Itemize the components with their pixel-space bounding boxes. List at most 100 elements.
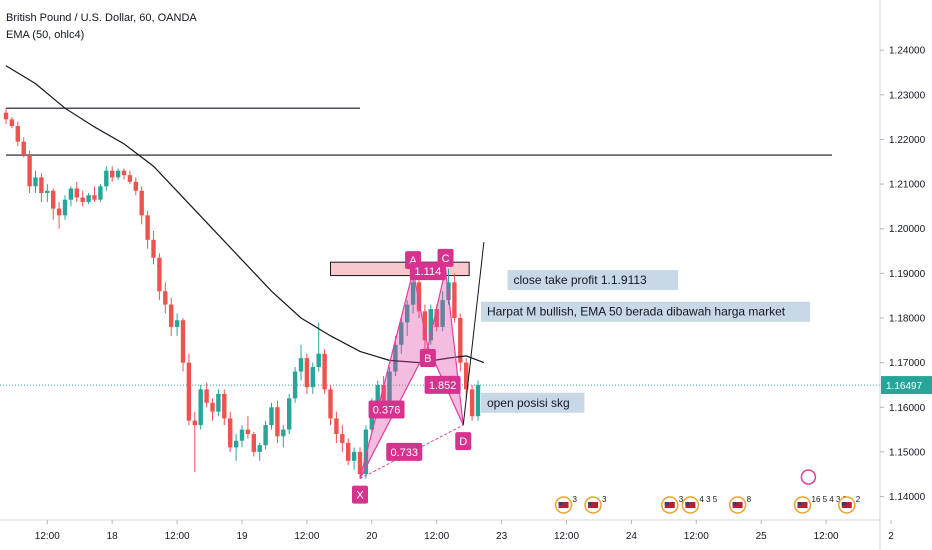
y-tick-label: 1.17000 xyxy=(889,358,926,369)
y-tick-label: 1.21000 xyxy=(889,180,926,191)
y-tick-label: 1.16000 xyxy=(889,403,926,414)
note-box xyxy=(480,392,585,413)
x-tick-label: 12:00 xyxy=(684,531,709,542)
candle-body xyxy=(51,190,56,209)
y-tick-label: 1.19000 xyxy=(889,269,926,280)
candle-body xyxy=(292,371,298,399)
projection-line xyxy=(462,242,485,426)
note-text: Harpat M bullish, EMA 50 berada dibawah … xyxy=(487,305,786,319)
ratio-label: 0.376 xyxy=(373,404,401,416)
harmonic-pattern: X A B C D 0.376 0.733 1.852 1.114 xyxy=(352,242,485,504)
pattern-point-badge xyxy=(455,432,472,451)
candle-body xyxy=(387,371,392,403)
candle-body xyxy=(233,440,239,448)
pattern-triangle-bcd xyxy=(427,268,464,426)
x-tick-label: 20 xyxy=(366,531,378,542)
candle-body xyxy=(21,141,26,156)
candle-body xyxy=(98,186,103,200)
candle-body xyxy=(298,358,304,372)
event-count-label: 8 xyxy=(747,495,752,504)
candle-body xyxy=(9,119,15,127)
candle-body xyxy=(115,170,121,178)
candle-body xyxy=(464,362,469,390)
x-tick-label: 25 xyxy=(756,531,768,542)
candle-body xyxy=(133,181,138,191)
ratio-label: 0.733 xyxy=(390,447,418,459)
candles xyxy=(3,108,481,479)
event-count-label: 2 xyxy=(856,495,861,504)
candle-body xyxy=(228,418,233,448)
candle-body xyxy=(239,429,245,441)
pattern-point-label: D xyxy=(459,436,467,448)
candle-body xyxy=(428,309,433,341)
candle-body xyxy=(351,451,357,461)
events: 3 3 3 4 3 5 8 16 5 4 3 2 2 xyxy=(554,469,861,514)
pattern-point-label: B xyxy=(424,353,431,365)
flag-stripe-icon xyxy=(797,502,808,508)
y-tick-label: 1.24000 xyxy=(889,46,926,57)
y-tick-label: 1.20000 xyxy=(889,224,926,235)
note-text: open posisi skg xyxy=(487,396,570,410)
candle-body xyxy=(458,317,463,363)
x-tick-label: 23 xyxy=(496,531,508,542)
candle-body xyxy=(334,418,339,435)
candle-body xyxy=(257,445,262,452)
candle-body xyxy=(269,407,274,426)
ratio-label: 1.114 xyxy=(414,266,441,278)
y-tick-label: 1.14000 xyxy=(889,492,926,503)
chart-title: British Pound / U.S. Dollar, 60, OANDA xyxy=(6,12,197,24)
notes: close take profit 1.1.9113 Harpat M bulli… xyxy=(480,270,811,413)
candle-body xyxy=(452,282,457,318)
candle-body xyxy=(328,389,333,419)
candle-body xyxy=(92,195,97,200)
candle-body xyxy=(163,291,168,305)
candle-body xyxy=(186,362,192,421)
candle-body xyxy=(416,282,422,312)
candle-body xyxy=(440,300,445,327)
flag-canton-icon xyxy=(685,502,690,505)
uk-event-flag-icon xyxy=(800,469,817,485)
candle-body xyxy=(363,429,369,475)
event-count-label: 16 5 4 3 2 xyxy=(812,495,848,504)
y-tick-label: 1.15000 xyxy=(889,447,926,458)
candle-body xyxy=(56,208,62,216)
x-tick-label: 12:00 xyxy=(424,531,449,542)
x-tick-label: 12:00 xyxy=(814,531,839,542)
event-count-label: 3 xyxy=(573,495,578,504)
candle-body xyxy=(74,188,79,198)
indicator-label: EMA (50, ohlc4) xyxy=(6,29,84,41)
flag-stripe-icon xyxy=(558,502,569,508)
candle-body xyxy=(145,215,150,240)
candle-body xyxy=(127,175,133,182)
event-count-label: 3 xyxy=(679,495,684,504)
candle-body xyxy=(251,434,256,452)
candle-body xyxy=(121,170,127,176)
ratio-badge xyxy=(386,442,423,461)
flag-canton-icon xyxy=(664,502,669,505)
candle-body xyxy=(210,402,215,412)
candle-body xyxy=(381,384,386,403)
x-tick-label: 12:00 xyxy=(554,531,579,542)
y-tick-label: 1.22000 xyxy=(889,135,926,146)
pattern-ratio-line-xd xyxy=(359,424,464,480)
event-count-label: 4 3 5 xyxy=(699,495,717,504)
x-tick-label: 2 xyxy=(888,531,894,542)
ratio-badge xyxy=(424,375,461,394)
candle-body xyxy=(15,126,20,142)
candle-body xyxy=(39,177,44,194)
flag-stripe-icon xyxy=(664,502,675,508)
candle-body xyxy=(346,442,351,461)
pattern-point-label: X xyxy=(356,490,364,502)
candle-body xyxy=(316,353,321,368)
event-count-label: 3 xyxy=(602,495,607,504)
flag-canton-icon xyxy=(797,502,802,505)
flag-canton-icon xyxy=(841,502,846,505)
pattern-point-badge xyxy=(419,348,436,367)
pattern-point-label: C xyxy=(442,253,450,265)
y-tick-label: 1.18000 xyxy=(889,313,926,324)
candle-body xyxy=(151,239,156,258)
x-tick-label: 12:00 xyxy=(294,531,319,542)
candle-body xyxy=(310,367,315,388)
candle-body xyxy=(322,353,327,390)
